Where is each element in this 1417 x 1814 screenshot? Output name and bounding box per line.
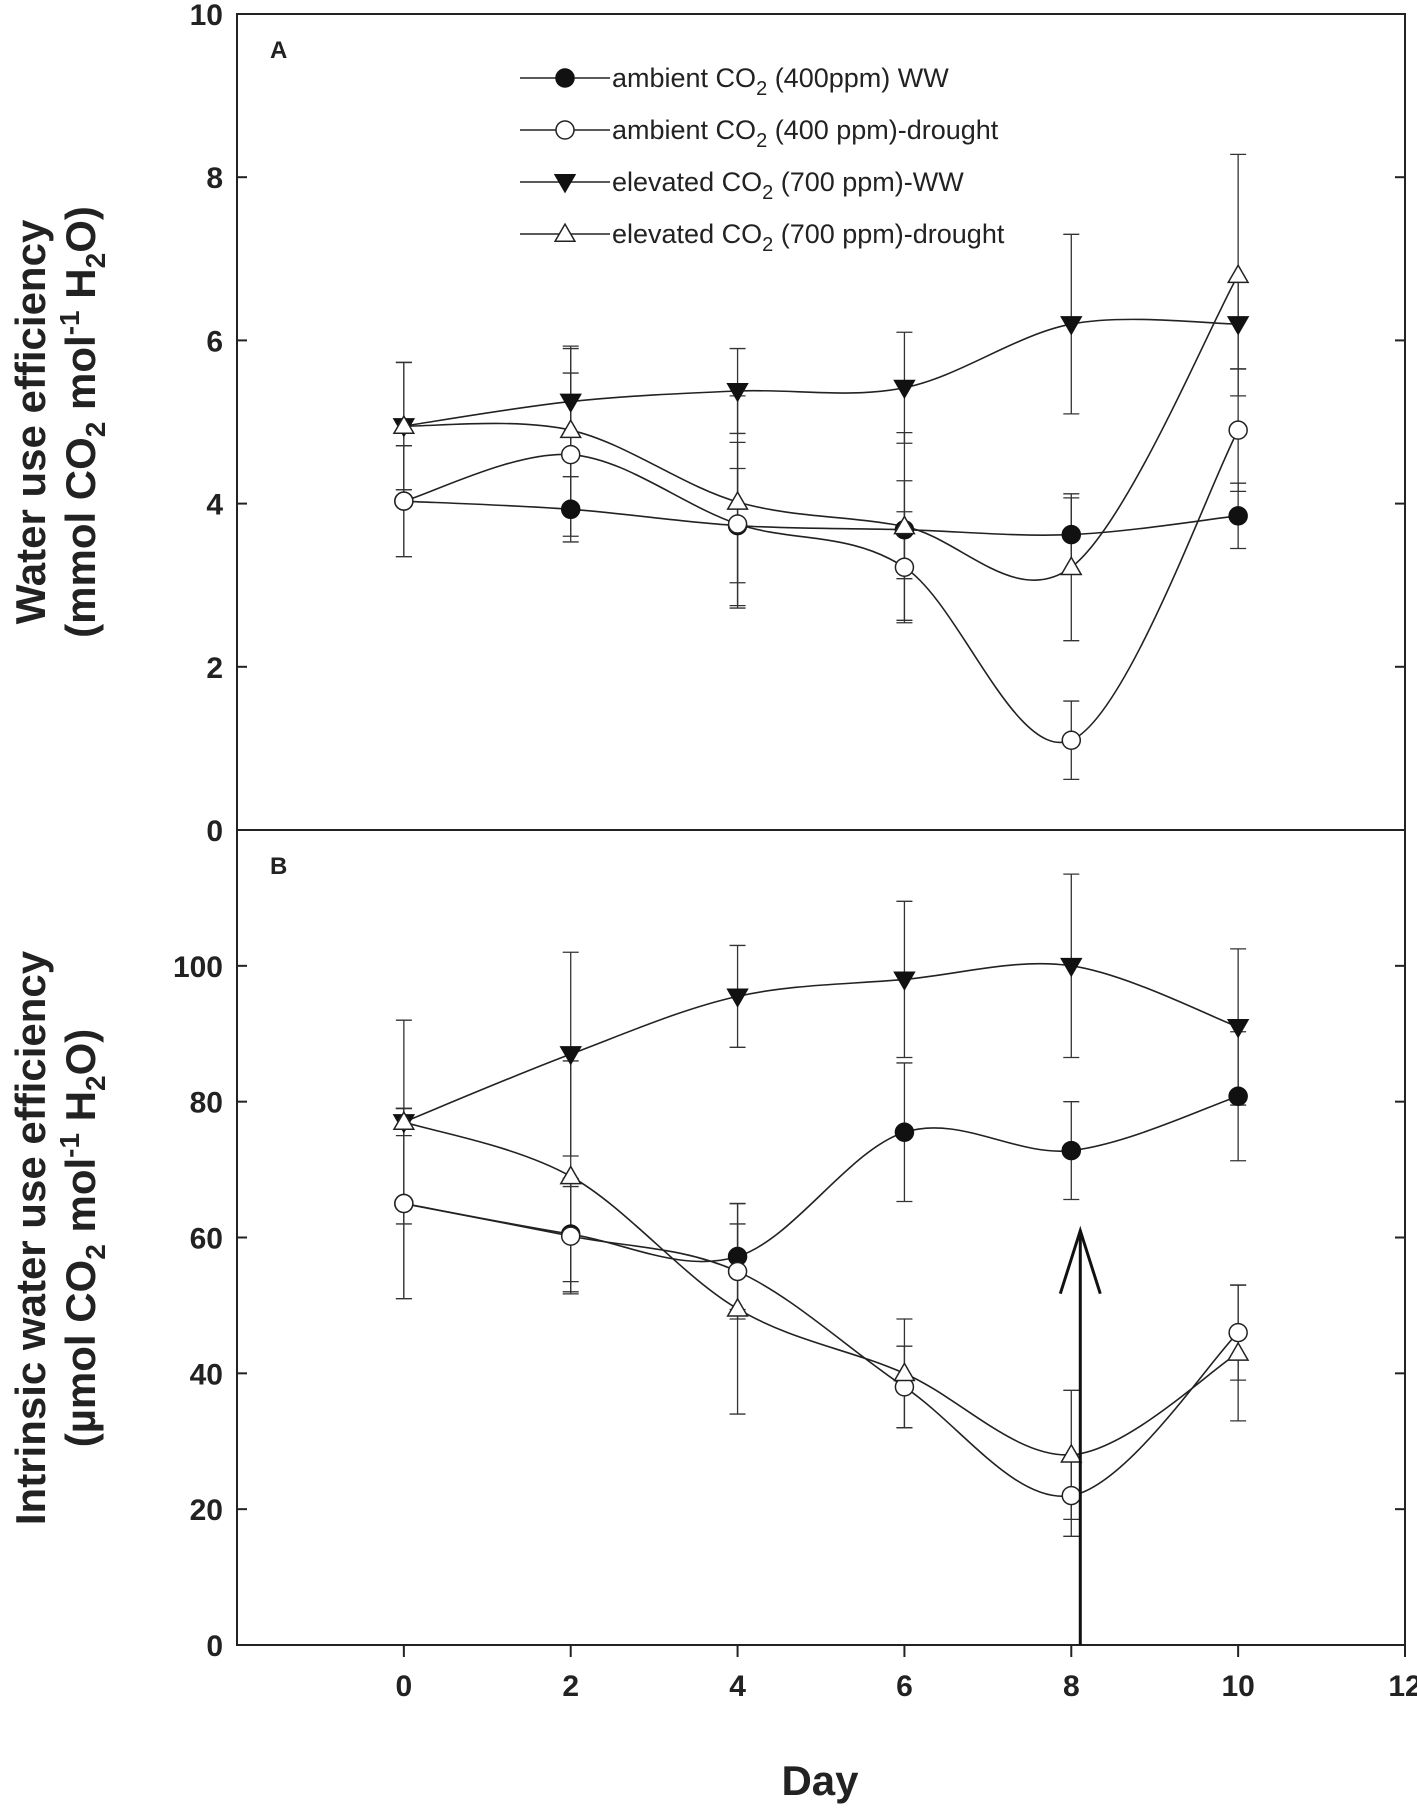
data-point <box>560 499 581 520</box>
legend-marker <box>555 120 575 140</box>
panel-b-y-title-line2: (µmol CO2 mol-1 H2O) <box>54 1029 111 1448</box>
y-tick-label: 6 <box>206 325 223 358</box>
x-tick-label: 2 <box>562 1670 579 1703</box>
legend-item: elevated CO2 (700 ppm)-drought <box>520 219 1005 256</box>
x-tick-label: 12 <box>1388 1670 1417 1703</box>
x-axis: 0 2 4 6 8 10 12 <box>396 1645 1417 1703</box>
data-point <box>394 1193 414 1214</box>
data-point <box>726 383 749 403</box>
panel-b-plot <box>392 873 1250 1537</box>
series-line <box>403 1121 1239 1456</box>
data-point <box>1061 524 1082 545</box>
legend-label: ambient CO2 (400 ppm)-drought <box>612 115 999 152</box>
panel-b-y-axis: 0 20 40 60 80 100 <box>173 951 1405 1663</box>
x-axis-title: Day <box>781 1757 859 1804</box>
y-tick-label: 60 <box>190 1223 223 1256</box>
y-tick-label: 0 <box>206 815 223 848</box>
data-point <box>1226 1341 1250 1361</box>
legend-label: elevated CO2 (700 ppm)-drought <box>612 219 1005 256</box>
data-point <box>894 557 915 577</box>
data-point <box>1060 316 1083 336</box>
data-point <box>392 414 416 435</box>
data-point <box>1061 1485 1082 1506</box>
data-point <box>1228 506 1248 526</box>
legend-label: ambient CO2 (400ppm) WW <box>612 63 949 100</box>
y-tick-label: 10 <box>190 0 223 32</box>
data-point <box>559 393 582 413</box>
legend-marker <box>555 68 575 88</box>
data-point <box>560 444 581 465</box>
data-point <box>392 1110 416 1130</box>
panel-a-y-axis: 0 2 4 6 8 10 <box>190 0 1405 848</box>
panel-a-y-title-line2: (mmol CO2 mol-1 H2O) <box>54 206 111 638</box>
panel-a-y-title-line1: Water use efficiency <box>7 219 54 624</box>
data-point <box>726 1297 749 1317</box>
series-line <box>403 1202 1239 1498</box>
y-tick-label: 8 <box>206 162 223 195</box>
y-tick-label: 0 <box>206 1630 223 1663</box>
series-line <box>403 318 1239 427</box>
x-tick-label: 4 <box>729 1670 746 1703</box>
data-point <box>726 490 749 510</box>
data-point <box>893 971 916 991</box>
data-point <box>1226 1019 1250 1039</box>
panel-b-y-title: Intrinsic water use efficiency (µmol CO2… <box>7 950 111 1525</box>
data-point <box>559 1164 582 1185</box>
series-line <box>403 500 1239 536</box>
data-point <box>893 515 916 535</box>
data-point <box>1060 1443 1083 1463</box>
data-point <box>1228 1322 1248 1343</box>
y-tick-label: 40 <box>190 1358 223 1391</box>
data-point <box>726 988 749 1008</box>
arrow-head <box>1058 1225 1102 1295</box>
data-point <box>1061 730 1082 750</box>
data-point <box>1228 420 1248 440</box>
legend-marker <box>553 222 577 242</box>
series-line <box>403 1095 1239 1263</box>
series-line <box>403 962 1239 1123</box>
legend-item: elevated CO2 (700 ppm)-WW <box>520 167 964 204</box>
legend: ambient CO2 (400ppm) WW ambient CO2 (400 … <box>520 63 1005 256</box>
drought-arrow <box>1058 1225 1102 1645</box>
panel-b-y-title-line1: Intrinsic water use efficiency <box>7 950 54 1525</box>
x-tick-label: 10 <box>1221 1670 1254 1703</box>
data-point <box>1061 1140 1082 1161</box>
data-point <box>893 379 916 400</box>
panel-a-y-title: Water use efficiency (mmol CO2 mol-1 H2O… <box>7 206 111 638</box>
data-point <box>560 1226 581 1246</box>
legend-item: ambient CO2 (400ppm) WW <box>520 63 949 100</box>
x-tick-label: 8 <box>1063 1670 1080 1703</box>
data-point <box>1226 316 1250 336</box>
data-point <box>559 1046 582 1066</box>
panel-b-label: B <box>270 853 287 880</box>
panel-a-plot <box>392 153 1250 781</box>
data-point <box>559 418 582 439</box>
y-tick-label: 80 <box>190 1087 223 1120</box>
panel-b-frame <box>236 829 1406 1646</box>
y-tick-label: 4 <box>206 489 223 522</box>
legend-marker <box>553 174 577 194</box>
data-point <box>727 514 748 534</box>
data-point <box>394 491 414 511</box>
data-point <box>1060 555 1083 576</box>
panel-a-label: A <box>270 37 287 64</box>
series-line <box>403 429 1239 744</box>
y-tick-label: 20 <box>190 1494 223 1527</box>
data-point <box>1228 1086 1248 1106</box>
data-point <box>893 1361 916 1382</box>
y-tick-label: 2 <box>206 652 223 685</box>
y-tick-label: 100 <box>173 951 223 984</box>
series-line <box>403 274 1239 581</box>
legend-label: elevated CO2 (700 ppm)-WW <box>612 167 964 204</box>
data-point <box>894 1122 915 1142</box>
data-point <box>1226 263 1250 284</box>
x-tick-label: 0 <box>396 1670 413 1703</box>
legend-item: ambient CO2 (400 ppm)-drought <box>520 115 999 152</box>
data-point <box>727 1261 748 1282</box>
x-tick-label: 6 <box>896 1670 913 1703</box>
data-point <box>1060 957 1083 978</box>
